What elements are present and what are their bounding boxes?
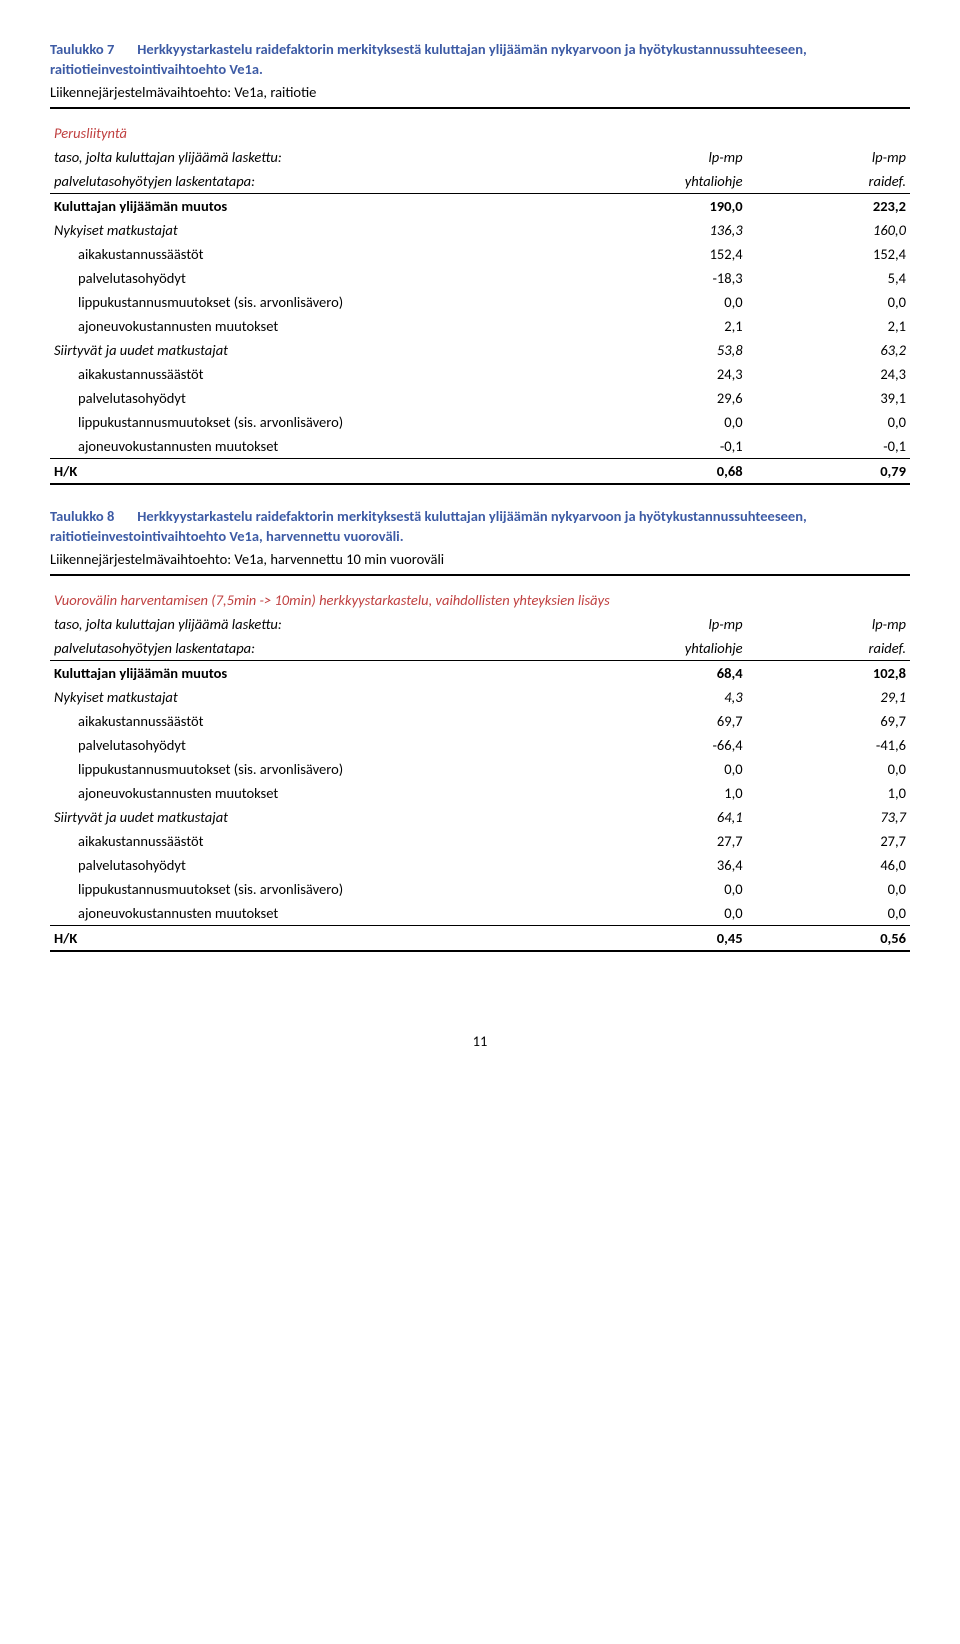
- t7-r11-c1: -0,1: [583, 434, 746, 459]
- t8-r10-c1: 0,0: [583, 877, 746, 901]
- t8-r10-c2: 0,0: [747, 877, 910, 901]
- table7-note: Perusliityntä: [50, 121, 910, 145]
- t8-r9-l: palvelutasohyödyt: [50, 853, 583, 877]
- t8-r6-c1: 1,0: [583, 781, 746, 805]
- t7-r9-c1: 29,6: [583, 386, 746, 410]
- t8-r3-c2: 69,7: [747, 709, 910, 733]
- t7-r5-c1: 0,0: [583, 290, 746, 314]
- hdr2-c1: yhtaliohje: [583, 169, 746, 194]
- t8-r1-c1: 68,4: [583, 661, 746, 686]
- t7-r12-c2: 0,79: [747, 459, 910, 485]
- hdr1-c1: lp-mp: [583, 145, 746, 169]
- t8-hdr1-label: taso, jolta kuluttajan ylijäämä laskettu…: [50, 612, 583, 636]
- t8-hdr2-c1: yhtaliohje: [583, 636, 746, 661]
- t8-r1-l: Kuluttajan ylijäämän muutos: [50, 661, 583, 686]
- t8-r4-c2: -41,6: [747, 733, 910, 757]
- hdr2-c2: raidef.: [747, 169, 910, 194]
- t7-r1-c2: 223,2: [747, 194, 910, 219]
- t7-r6-c1: 2,1: [583, 314, 746, 338]
- t8-hdr2-c2: raidef.: [747, 636, 910, 661]
- t7-r10-c2: 0,0: [747, 410, 910, 434]
- t7-r8-c1: 24,3: [583, 362, 746, 386]
- table7-caption: Taulukko 7 Herkkyystarkastelu raidefakto…: [50, 40, 910, 79]
- t8-r2-c1: 4,3: [583, 685, 746, 709]
- table8-caption-prefix: Taulukko 8: [50, 507, 114, 525]
- table7-caption-text: Herkkyystarkastelu raidefaktorin merkity…: [50, 40, 807, 78]
- t7-r4-c2: 5,4: [747, 266, 910, 290]
- t7-r11-c2: -0,1: [747, 434, 910, 459]
- t7-r3-l: aikakustannussäästöt: [50, 242, 583, 266]
- table8-caption: Taulukko 8 Herkkyystarkastelu raidefakto…: [50, 507, 910, 546]
- t8-r6-c2: 1,0: [747, 781, 910, 805]
- t8-r1-c2: 102,8: [747, 661, 910, 686]
- t7-r2-l: Nykyiset matkustajat: [50, 218, 583, 242]
- page-number: 11: [50, 1032, 910, 1050]
- hdr1-c2: lp-mp: [747, 145, 910, 169]
- t8-r7-l: Siirtyvät ja uudet matkustajat: [50, 805, 583, 829]
- t7-r12-l: H/K: [50, 459, 583, 485]
- t8-r11-c1: 0,0: [583, 901, 746, 926]
- t8-r5-l: lippukustannusmuutokset (sis. arvonlisäv…: [50, 757, 583, 781]
- t7-r4-l: palvelutasohyödyt: [50, 266, 583, 290]
- t8-r3-c1: 69,7: [583, 709, 746, 733]
- hdr1-label: taso, jolta kuluttajan ylijäämä laskettu…: [50, 145, 583, 169]
- t8-hdr1-c1: lp-mp: [583, 612, 746, 636]
- t7-r2-c1: 136,3: [583, 218, 746, 242]
- t8-r9-c1: 36,4: [583, 853, 746, 877]
- table8-caption-text: Herkkyystarkastelu raidefaktorin merkity…: [50, 507, 807, 545]
- t8-r4-l: palvelutasohyödyt: [50, 733, 583, 757]
- t8-r3-l: aikakustannussäästöt: [50, 709, 583, 733]
- t8-r12-c1: 0,45: [583, 926, 746, 952]
- t8-r10-l: lippukustannusmuutokset (sis. arvonlisäv…: [50, 877, 583, 901]
- t8-r11-c2: 0,0: [747, 901, 910, 926]
- t8-r2-l: Nykyiset matkustajat: [50, 685, 583, 709]
- t8-r6-l: ajoneuvokustannusten muutokset: [50, 781, 583, 805]
- t8-r9-c2: 46,0: [747, 853, 910, 877]
- t7-r10-c1: 0,0: [583, 410, 746, 434]
- t8-r2-c2: 29,1: [747, 685, 910, 709]
- t8-r11-l: ajoneuvokustannusten muutokset: [50, 901, 583, 926]
- t7-r9-c2: 39,1: [747, 386, 910, 410]
- t8-r5-c2: 0,0: [747, 757, 910, 781]
- table7: Perusliityntä taso, jolta kuluttajan yli…: [50, 107, 910, 485]
- t7-r10-l: lippukustannusmuutokset (sis. arvonlisäv…: [50, 410, 583, 434]
- t7-r7-c1: 53,8: [583, 338, 746, 362]
- t8-r7-c1: 64,1: [583, 805, 746, 829]
- t7-r5-c2: 0,0: [747, 290, 910, 314]
- t8-hdr2-label: palvelutasohyötyjen laskentatapa:: [50, 636, 583, 661]
- t7-r7-l: Siirtyvät ja uudet matkustajat: [50, 338, 583, 362]
- t8-r8-c2: 27,7: [747, 829, 910, 853]
- hdr2-label: palvelutasohyötyjen laskentatapa:: [50, 169, 583, 194]
- t7-r8-l: aikakustannussäästöt: [50, 362, 583, 386]
- t7-r7-c2: 63,2: [747, 338, 910, 362]
- t8-r7-c2: 73,7: [747, 805, 910, 829]
- t8-r8-c1: 27,7: [583, 829, 746, 853]
- t7-r11-l: ajoneuvokustannusten muutokset: [50, 434, 583, 459]
- t7-r5-l: lippukustannusmuutokset (sis. arvonlisäv…: [50, 290, 583, 314]
- table7-caption-prefix: Taulukko 7: [50, 40, 114, 58]
- t7-r9-l: palvelutasohyödyt: [50, 386, 583, 410]
- t7-r8-c2: 24,3: [747, 362, 910, 386]
- t7-r4-c1: -18,3: [583, 266, 746, 290]
- table8: Vuorovälin harventamisen (7,5min -> 10mi…: [50, 574, 910, 952]
- t7-r1-c1: 190,0: [583, 194, 746, 219]
- t8-r12-c2: 0,56: [747, 926, 910, 952]
- t7-r1-l: Kuluttajan ylijäämän muutos: [50, 194, 583, 219]
- t7-r6-c2: 2,1: [747, 314, 910, 338]
- table8-scenario: Liikennejärjestelmävaihtoehto: Ve1a, har…: [50, 550, 910, 568]
- t8-r8-l: aikakustannussäästöt: [50, 829, 583, 853]
- t8-r4-c1: -66,4: [583, 733, 746, 757]
- table8-note: Vuorovälin harventamisen (7,5min -> 10mi…: [50, 588, 910, 612]
- t7-r2-c2: 160,0: [747, 218, 910, 242]
- t7-r3-c2: 152,4: [747, 242, 910, 266]
- table7-scenario: Liikennejärjestelmävaihtoehto: Ve1a, rai…: [50, 83, 910, 101]
- t7-r6-l: ajoneuvokustannusten muutokset: [50, 314, 583, 338]
- t8-r12-l: H/K: [50, 926, 583, 952]
- t7-r3-c1: 152,4: [583, 242, 746, 266]
- t8-r5-c1: 0,0: [583, 757, 746, 781]
- t8-hdr1-c2: lp-mp: [747, 612, 910, 636]
- t7-r12-c1: 0,68: [583, 459, 746, 485]
